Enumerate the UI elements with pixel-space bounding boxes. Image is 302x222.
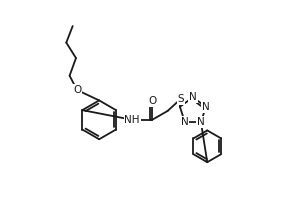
Text: S: S bbox=[178, 94, 184, 104]
Text: N: N bbox=[189, 92, 197, 102]
Text: NH: NH bbox=[124, 115, 140, 125]
Text: O: O bbox=[148, 96, 156, 106]
Text: N: N bbox=[181, 117, 189, 127]
Text: O: O bbox=[73, 85, 81, 95]
Text: N: N bbox=[197, 117, 205, 127]
Text: N: N bbox=[202, 102, 210, 112]
